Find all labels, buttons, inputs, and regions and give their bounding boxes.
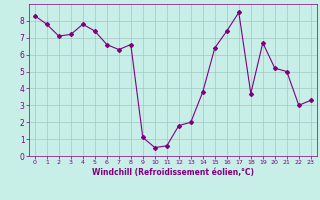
X-axis label: Windchill (Refroidissement éolien,°C): Windchill (Refroidissement éolien,°C) bbox=[92, 168, 254, 177]
